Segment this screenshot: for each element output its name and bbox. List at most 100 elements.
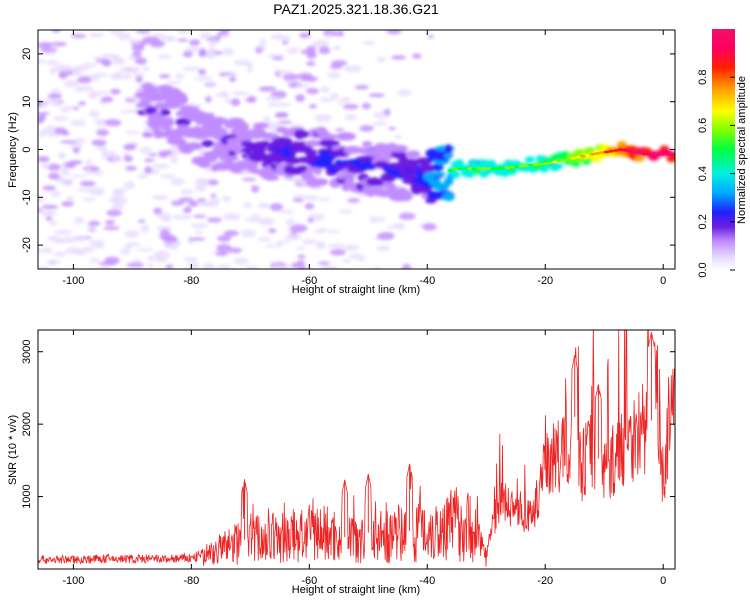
spectrogram-noise-blob bbox=[44, 247, 53, 254]
spectrogram-noise-blob bbox=[61, 166, 68, 172]
spectrogram-noise-blob bbox=[208, 39, 218, 47]
spectrogram-noise-blob bbox=[126, 262, 145, 268]
spectrogram-noise-blob bbox=[78, 101, 87, 106]
spectrogram-noise-blob bbox=[273, 264, 280, 269]
spectrogram-noise-blob bbox=[38, 112, 50, 116]
spectrogram-noise-blob bbox=[278, 120, 293, 124]
spectrogram-noise-blob bbox=[61, 131, 70, 136]
spectrogram-noise-blob bbox=[123, 143, 136, 151]
spectrogram-noise-blob bbox=[281, 240, 291, 244]
spectrogram-signal-blob bbox=[343, 145, 363, 155]
spectrogram-noise-blob bbox=[79, 180, 96, 187]
spectrogram-noise-blob bbox=[104, 119, 122, 127]
spectrogram-noise-blob bbox=[50, 88, 62, 93]
spectrogram-noise-blob bbox=[51, 30, 61, 33]
spectrogram-noise-blob bbox=[85, 159, 93, 166]
spectrogram-noise-blob bbox=[136, 248, 154, 252]
spectrogram-signal-blob bbox=[400, 158, 419, 167]
spectrogram-noise-blob bbox=[286, 50, 298, 54]
spectrogram-noise-blob bbox=[137, 173, 149, 179]
spectrogram-ridge-core bbox=[655, 152, 662, 156]
spectrogram-y-tick-label: 20 bbox=[21, 48, 33, 60]
spectrogram-noise-blob bbox=[156, 225, 173, 231]
spectrogram-signal-blob bbox=[279, 138, 293, 148]
snr-x-tick-label: -40 bbox=[419, 575, 435, 587]
spectrogram-noise-blob bbox=[135, 75, 143, 83]
spectrogram-noise-blob bbox=[373, 266, 380, 269]
spectrogram-noise-blob bbox=[174, 73, 185, 79]
spectrogram-noise-blob bbox=[240, 229, 257, 238]
spectrogram-noise-blob bbox=[52, 116, 69, 122]
spectrogram-noise-blob bbox=[194, 178, 210, 186]
spectrogram-ridge-core bbox=[589, 152, 596, 156]
spectrogram-noise-blob bbox=[347, 198, 361, 203]
spectrogram-noise-blob bbox=[320, 265, 339, 269]
spectrogram-signal-blob bbox=[259, 140, 270, 147]
spectrogram-noise-blob bbox=[327, 71, 341, 79]
spectrogram-noise-blob bbox=[388, 126, 396, 131]
spectrogram-noise-blob bbox=[296, 246, 306, 251]
spectrogram-noise-blob bbox=[151, 195, 169, 201]
spectrogram-noise-blob bbox=[276, 240, 283, 248]
spectrogram-noise-blob bbox=[198, 68, 207, 76]
spectrogram-noise-blob bbox=[160, 174, 176, 179]
spectrogram-noise-blob bbox=[71, 66, 80, 75]
snr-series-line bbox=[38, 330, 675, 567]
spectrogram-noise-blob bbox=[182, 66, 200, 72]
spectrogram-noise-blob bbox=[38, 197, 46, 203]
spectrogram-noise-blob bbox=[95, 121, 108, 127]
spectrogram-noise-blob bbox=[308, 104, 318, 109]
spectrogram-noise-blob bbox=[46, 259, 61, 264]
spectrogram-noise-blob bbox=[91, 72, 109, 77]
spectrogram-signal-blob bbox=[387, 183, 397, 193]
spectrogram-signal-blob bbox=[670, 154, 675, 161]
spectrogram-signal-blob bbox=[585, 147, 596, 154]
snr-x-tick-label: -100 bbox=[62, 575, 84, 587]
spectrogram-noise-blob bbox=[46, 163, 61, 171]
spectrogram-noise-blob bbox=[411, 53, 422, 59]
spectrogram-noise-blob bbox=[54, 64, 72, 73]
spectrogram-noise-blob bbox=[106, 209, 122, 217]
spectrogram-noise-blob bbox=[73, 216, 85, 225]
spectrogram-signal-blob bbox=[319, 133, 338, 140]
spectrogram-x-tick-label: -80 bbox=[183, 275, 199, 287]
spectrogram-noise-blob bbox=[233, 59, 250, 66]
spectrogram-signal-blob bbox=[399, 192, 413, 202]
snr-marks bbox=[38, 330, 675, 567]
spectrogram-noise-blob bbox=[109, 74, 127, 80]
spectrogram-noise-blob bbox=[209, 197, 220, 205]
spectrogram-ridge-core bbox=[579, 154, 586, 158]
spectrogram-noise-blob bbox=[299, 32, 311, 39]
spectrogram-noise-blob bbox=[59, 140, 78, 144]
spectrogram-noise-blob bbox=[41, 162, 51, 170]
spectrogram-noise-blob bbox=[329, 249, 346, 256]
spectrogram-noise-blob bbox=[199, 47, 206, 55]
spectrogram-ridge-core bbox=[584, 153, 591, 157]
spectrogram-noise-blob bbox=[320, 97, 334, 103]
spectrogram-signal-blob bbox=[454, 159, 465, 166]
spectrogram-noise-blob bbox=[166, 80, 182, 85]
spectrogram-noise-blob bbox=[220, 264, 232, 269]
spectrogram-noise-blob bbox=[88, 220, 101, 227]
spectrogram-noise-blob bbox=[330, 92, 339, 101]
spectrogram-noise-blob bbox=[307, 217, 314, 223]
colorbar-ticks: 0.0 0.2 0.4 0.6 0.8 bbox=[697, 70, 735, 278]
spectrogram-signal-blob bbox=[592, 155, 603, 162]
spectrogram-signal-blob bbox=[405, 150, 421, 159]
spectrogram-noise-blob bbox=[124, 243, 132, 250]
spectrogram-noise-blob bbox=[229, 76, 237, 82]
spectrogram-signal-blob bbox=[306, 166, 315, 174]
spectrogram-noise-blob bbox=[272, 56, 284, 61]
spectrogram-noise-blob bbox=[162, 236, 179, 243]
spectrogram-noise-blob bbox=[290, 224, 308, 233]
spectrogram-signal-blob bbox=[432, 163, 444, 172]
spectrogram-noise-blob bbox=[244, 217, 259, 222]
spectrogram-noise-blob bbox=[117, 32, 132, 41]
spectrogram-noise-blob bbox=[101, 53, 118, 60]
colorbar-tick-label: 0.4 bbox=[697, 166, 709, 181]
spectrogram-noise-blob bbox=[243, 202, 252, 209]
colorbar-tick-label: 0.2 bbox=[697, 214, 709, 229]
spectrogram-noise-blob bbox=[120, 66, 138, 74]
spectrogram-noise-blob bbox=[123, 73, 131, 80]
spectrogram-noise-blob bbox=[231, 91, 250, 96]
